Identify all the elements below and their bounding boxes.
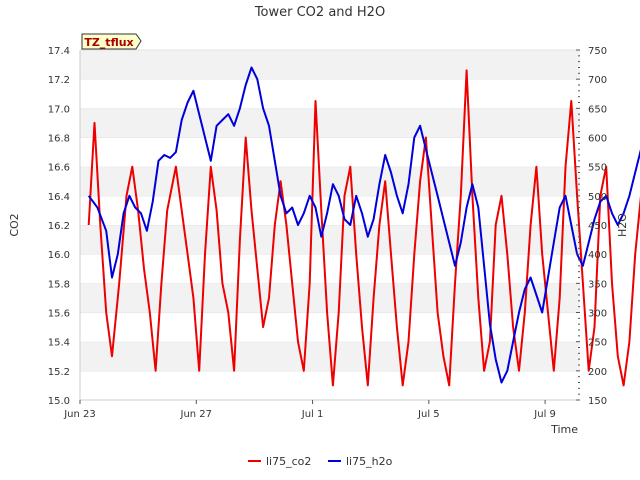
grid-band bbox=[80, 166, 580, 196]
left-tick-label: 17.4 bbox=[48, 46, 70, 57]
series-line-li75_co2 bbox=[87, 69, 640, 387]
right-tick-label: 300 bbox=[588, 309, 607, 320]
grid-band bbox=[80, 50, 580, 80]
right-tick-label: 650 bbox=[588, 104, 607, 115]
right-tick-label: 450 bbox=[588, 221, 607, 232]
grid-band bbox=[80, 79, 580, 109]
x-tick-label: Jul 1 bbox=[301, 409, 324, 420]
grid-band bbox=[80, 283, 580, 313]
right-tick-label: 500 bbox=[588, 192, 607, 203]
grid-band bbox=[80, 254, 580, 284]
left-axis: 15.0 15.2 15.4 15.6 15.8 16.0 16.2 16.4 16.6 16.8… bbox=[48, 46, 70, 407]
left-tick-label: 15.0 bbox=[48, 396, 70, 407]
left-tick-label: 16.0 bbox=[48, 250, 70, 261]
left-tick-label: 15.6 bbox=[48, 309, 70, 320]
x-axis: Jun 23 Jun 27 Jul 1 Jul 5 Jul 9 bbox=[63, 400, 556, 420]
x-axis-label: Time bbox=[550, 423, 578, 436]
series-layer bbox=[87, 66, 640, 387]
left-tick-label: 16.8 bbox=[48, 134, 70, 145]
annotation-label: TZ_tflux bbox=[84, 36, 133, 49]
right-tick-label: 600 bbox=[588, 134, 607, 145]
x-tick-label: Jun 23 bbox=[63, 409, 96, 420]
right-tick-label: 150 bbox=[588, 396, 607, 407]
left-tick-label: 15.2 bbox=[48, 367, 70, 378]
grid-band bbox=[80, 370, 580, 400]
left-tick-label: 17.0 bbox=[48, 104, 70, 115]
x-tick-label: Jul 5 bbox=[417, 409, 440, 420]
right-tick-label: 200 bbox=[588, 367, 607, 378]
legend-label-h2o: li75_h2o bbox=[346, 455, 393, 468]
left-tick-label: 17.2 bbox=[48, 75, 70, 86]
x-tick-label: Jun 27 bbox=[180, 409, 213, 420]
right-tick-label: 400 bbox=[588, 250, 607, 261]
right-tick-label: 750 bbox=[588, 46, 607, 57]
x-tick-label: Jul 9 bbox=[533, 409, 556, 420]
right-tick-label: 550 bbox=[588, 163, 607, 174]
grid-band bbox=[80, 137, 580, 167]
right-tick-label: 250 bbox=[588, 338, 607, 349]
left-axis-label: CO2 bbox=[8, 213, 21, 236]
chart-title: Tower CO2 and H2O bbox=[254, 5, 385, 20]
right-axis-label: H2O bbox=[616, 213, 629, 237]
left-tick-label: 16.4 bbox=[48, 192, 70, 203]
legend: li75_co2 li75_h2o bbox=[248, 455, 393, 468]
right-tick-label: 350 bbox=[588, 279, 607, 290]
left-tick-label: 15.8 bbox=[48, 279, 70, 290]
left-tick-label: 16.2 bbox=[48, 221, 70, 232]
left-tick-label: 16.6 bbox=[48, 163, 70, 174]
grid-band bbox=[80, 108, 580, 138]
annotation-box: TZ_tflux bbox=[81, 33, 142, 50]
right-tick-label: 700 bbox=[588, 75, 607, 86]
left-tick-label: 15.4 bbox=[48, 338, 70, 349]
series-line-li75_h2o bbox=[87, 66, 640, 384]
legend-label-co2: li75_co2 bbox=[266, 455, 311, 468]
right-axis: 150 200 250 300 350 400 450 500 550 600 650 700 750 bbox=[576, 46, 607, 407]
